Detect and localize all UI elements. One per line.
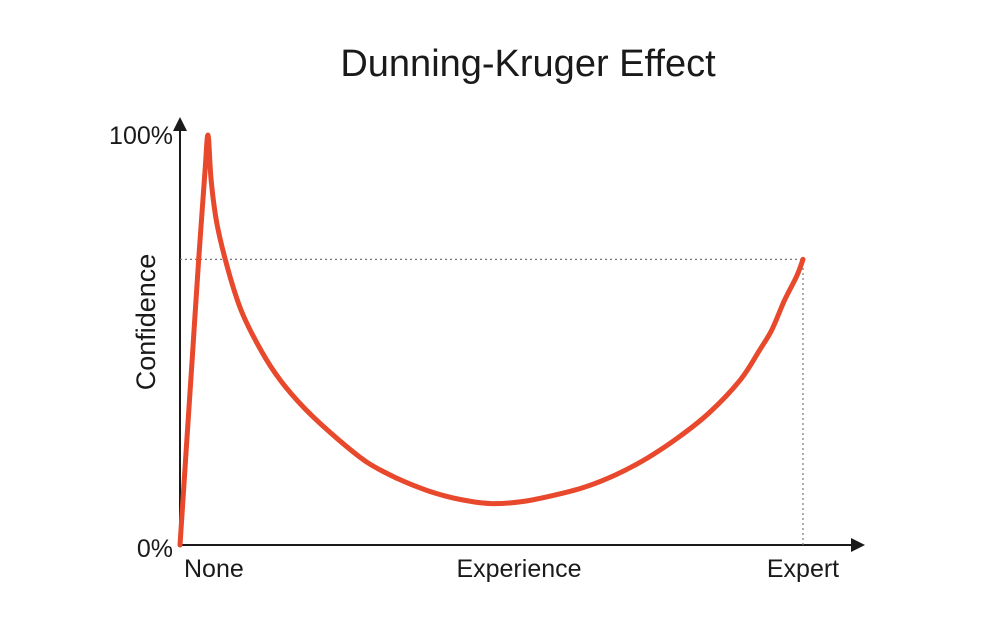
chart-title: Dunning-Kruger Effect (340, 43, 716, 85)
y-axis-label: Confidence (131, 254, 161, 391)
confidence-curve (177, 132, 806, 548)
y-tick-label-min: 0% (137, 535, 173, 563)
x-tick-label-start: None (184, 555, 244, 583)
y-tick-label-max: 100% (109, 122, 173, 150)
x-tick-label-end: Expert (767, 555, 839, 583)
x-tick-label-middle: Experience (456, 555, 581, 583)
